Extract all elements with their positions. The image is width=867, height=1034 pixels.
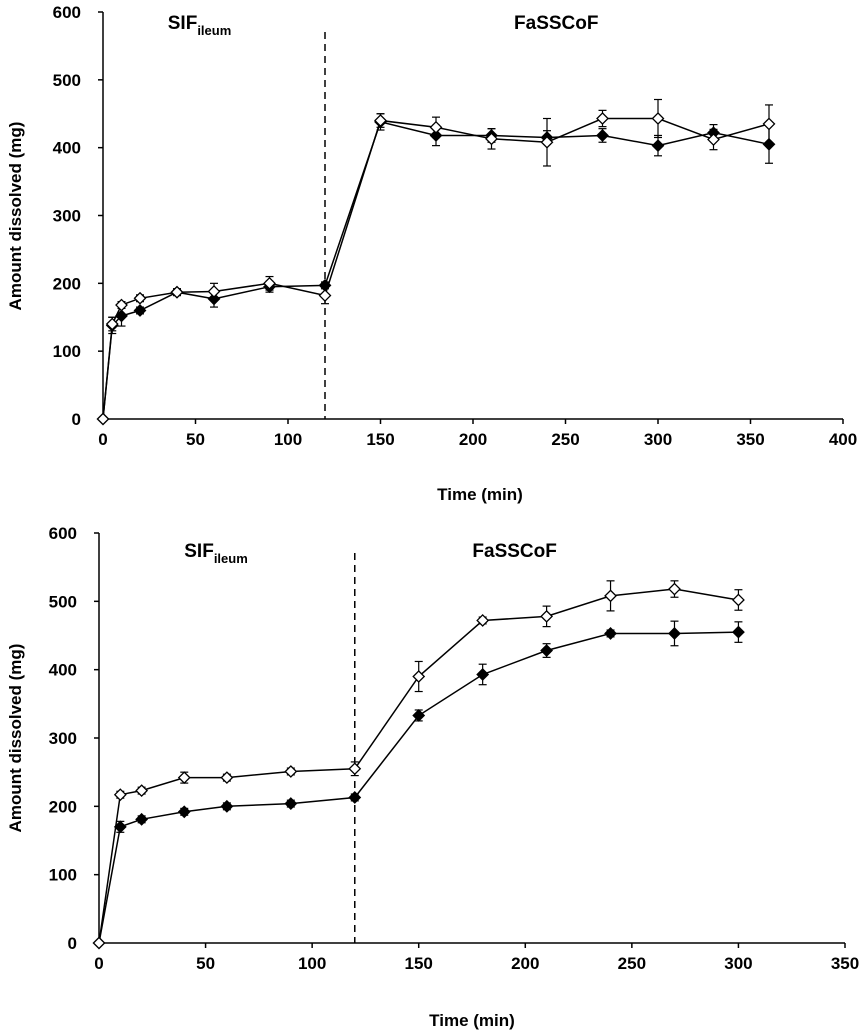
bottom-chart-y-tick-label: 600 [49,524,77,543]
top-chart-series-2-point [115,298,128,312]
bottom-chart-x-tick-label: 250 [618,954,646,973]
top-chart-y-tick-label: 0 [72,410,81,429]
top-chart-x-tick-label: 150 [366,430,394,449]
bottom-chart-series-1-point [220,799,234,813]
bottom-chart-series-1-point [732,625,745,639]
top-chart-series-2-point [429,120,443,134]
bottom-chart-series-2-point [135,784,149,798]
bottom-chart-series-1-point [540,644,554,657]
top-chart-y-tick-label: 500 [53,71,81,90]
top-chart-series-2-point [263,276,276,290]
bottom-chart-y-tick-label: 500 [49,592,77,611]
bottom-chart-series-1-point [348,791,362,804]
top-chart-series-2-point [133,291,147,305]
top-chart-x-tick-label: 100 [274,430,302,449]
top-chart-series-2-point [596,112,609,125]
bottom-chart-y-tick-label: 400 [49,661,77,680]
top-chart-y-axis-label: Amount dissolved (mg) [6,122,25,311]
bottom-chart-series-1-point [476,668,490,681]
bottom-chart-sif-label: SIF [184,541,214,562]
bottom-chart-x-tick-label: 150 [405,954,433,973]
bottom-chart-y-tick-label: 100 [49,866,77,885]
bottom-chart-y-tick-label: 0 [68,934,77,953]
top-chart-sif-label: SIF [168,13,198,34]
bottom-chart-series-1-point [668,627,681,640]
bottom-chart-y-tick-label: 300 [49,729,77,748]
bottom-chart-x-tick-label: 200 [511,954,539,973]
top-chart-x-tick-label: 400 [829,430,857,449]
bottom-chart-series-1-point [135,812,149,826]
bottom-chart-series [92,580,745,950]
bottom-chart-series-2-line [98,588,739,944]
bottom-chart-y-tick-label: 200 [49,797,77,816]
bottom-chart-series-2-point [476,614,490,627]
top-chart-x-tick-label: 350 [736,430,764,449]
bottom-chart-series-2-point [220,771,234,785]
top-chart-series-2-point [651,112,665,125]
top-chart-x-axis-label: Time (min) [437,485,523,504]
top-chart-x-tick-label: 50 [186,430,205,449]
top-chart-ticks: 0 50 100 150 200 250 300 350 400 0 100 200 300 400 500… [53,3,858,449]
top-chart-series-1-point [596,129,609,142]
top-chart-series-2-point [318,289,332,302]
top-chart-series-2-point [96,412,110,426]
top-chart-x-tick-label: 300 [644,430,672,449]
top-chart-y-tick-label: 300 [53,207,81,226]
bottom-chart-series-2-point [540,609,554,623]
top-chart-series-2 [96,98,776,426]
bottom-chart-series-2-point [284,765,298,778]
bottom-chart-series-1-point [284,797,298,811]
bottom-chart-x-tick-label: 350 [831,954,859,973]
bottom-chart-x-tick-label: 100 [298,954,326,973]
top-chart-series-2-point [207,285,221,298]
bottom-chart-series-2-point [668,582,681,596]
bottom-chart-x-tick-label: 300 [724,954,752,973]
bottom-chart-series-1-point [412,709,426,722]
top-chart-series-2-point [707,133,720,146]
bottom-chart-series-2 [92,580,745,950]
bottom-chart-series-2-point [412,670,426,683]
bottom-chart-ileum-subscript: ileum [214,551,248,566]
bottom-chart-x-tick-label: 50 [196,954,215,973]
top-chart-x-tick-label: 250 [551,430,579,449]
top-chart-series-2-line [102,117,770,420]
bottom-chart-series-2-point [348,762,362,776]
top-chart-series-1-line [102,121,770,420]
top-chart-x-tick-label: 200 [459,430,487,449]
top-chart-series-2-point [485,132,498,146]
bottom-chart-y-axis-label: Amount dissolved (mg) [6,644,25,833]
top-chart-y-tick-label: 400 [53,139,81,158]
bottom-chart-x-tick-label: 0 [94,954,103,973]
top-chart-series [96,98,776,426]
bottom-chart-x-axis-label: Time (min) [429,1011,515,1030]
top-chart-series-2-point [374,114,387,127]
top-chart-sif-ileum-label: SIFileum [168,13,232,38]
bottom-chart-series-2-point [604,589,617,603]
top-chart-fasscof-label: FaSSCoF [514,13,598,34]
top-chart-series-2-point [105,317,119,331]
top-chart-y-tick-label: 100 [53,342,81,361]
bottom-chart-series-2-point [177,771,191,785]
bottom-chart-series-2-point [732,593,745,607]
bottom-chart-series-2-point [113,788,127,802]
top-chart-series-2-point [762,117,776,131]
bottom-chart-series-1-point [177,805,191,819]
bottom-chart-series-2-point [92,936,106,950]
top-chart-series-2-point [540,135,554,149]
top-chart-series-1-point [133,304,147,317]
bottom-chart-fasscof-label: FaSSCoF [472,541,556,562]
top-chart-series-1-point [651,139,665,153]
bottom-chart-series-1-point [604,627,617,640]
top-chart-y-tick-label: 200 [53,274,81,293]
top-chart-y-tick-label: 600 [53,3,81,22]
top-chart-series-1 [96,113,776,426]
bottom-chart-sif-ileum-label: SIFileum [184,541,248,566]
bottom-chart: 0 50 100 150 200 250 300 350 0 100 200 300 400 500 600… [6,524,859,1030]
bottom-chart-ticks: 0 50 100 150 200 250 300 350 0 100 200 300 400 500 600 [49,524,860,973]
top-chart: 0 50 100 150 200 250 300 350 400 0 100 200 300 400 500… [6,3,857,504]
top-chart-ileum-subscript: ileum [197,23,231,38]
top-chart-series-2-point [170,285,184,299]
top-chart-x-tick-label: 0 [98,430,107,449]
